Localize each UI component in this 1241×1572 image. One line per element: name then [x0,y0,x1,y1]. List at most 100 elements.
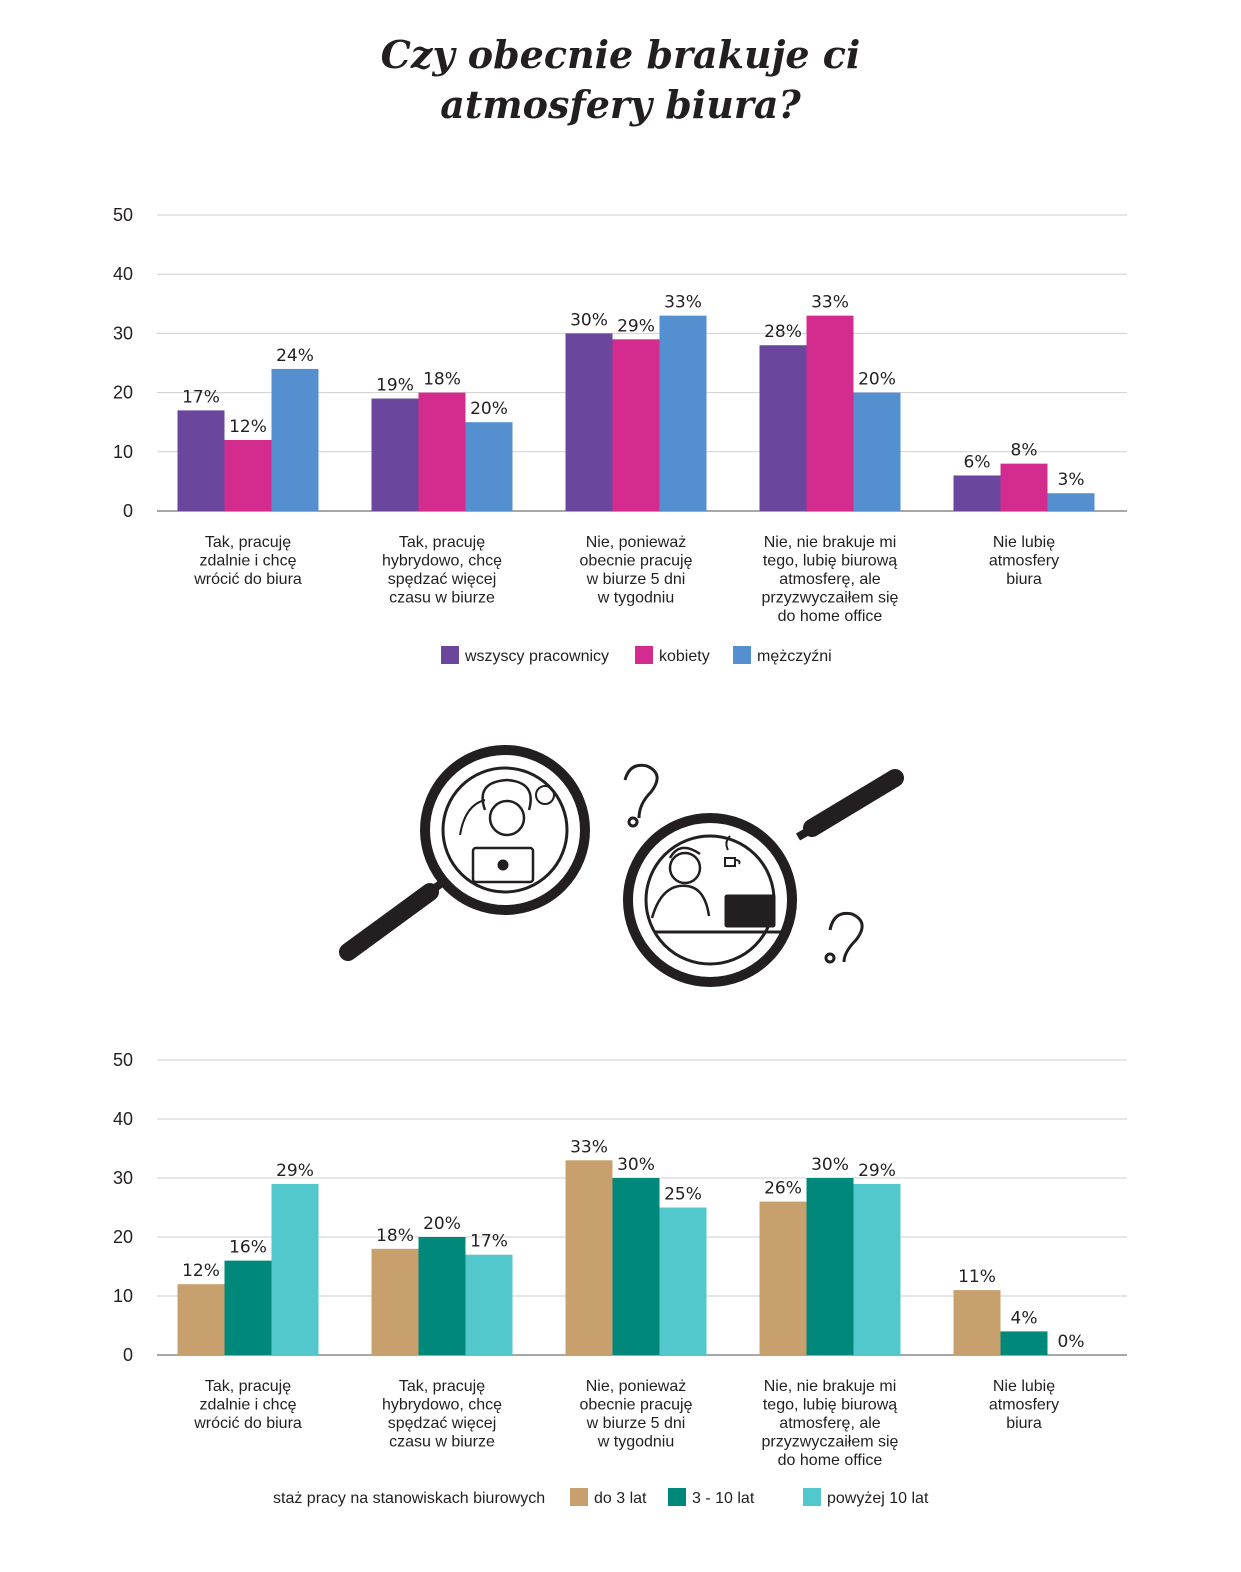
data-label: 0% [1058,1332,1085,1352]
legend-swatch [803,1488,821,1506]
y-tick-label: 50 [113,1050,133,1070]
category-label: w biurze 5 dni [586,571,686,588]
data-label: 33% [664,293,702,313]
category-label: do home office [778,608,883,625]
bar [1000,463,1048,511]
data-label: 6% [964,452,991,472]
category-label: hybrydowo, chcę [382,553,502,570]
bar [565,1160,613,1355]
category-label: Tak, pracuję [205,534,291,551]
category-label: atmosfery [989,1397,1059,1414]
bar [659,1207,707,1355]
data-label: 3% [1058,470,1085,490]
category-label: biura [1006,571,1042,588]
category-label: zdalnie i chcę [200,553,297,570]
category-label: czasu w biurze [389,1434,495,1451]
bar [271,368,319,511]
data-label: 26% [764,1179,802,1199]
data-label: 18% [423,370,461,390]
question-mark-icon [824,911,864,964]
data-label: 20% [858,370,896,390]
bar [418,392,466,511]
bar [853,392,901,511]
y-tick-label: 40 [113,1109,133,1129]
category-label: Nie lubię [993,1378,1055,1395]
data-label: 33% [570,1137,608,1157]
magnifying-glass-right-icon [623,769,904,987]
category-label: Nie, ponieważ [586,1378,687,1395]
y-tick-label: 30 [113,1168,133,1188]
bar [1047,493,1095,511]
bar [565,333,613,511]
legend-label: do 3 lat [594,1490,647,1507]
data-label: 4% [1011,1308,1038,1328]
category-label: hybrydowo, chcę [382,1397,502,1414]
data-label: 12% [229,417,267,437]
y-tick-label: 20 [113,383,133,403]
data-label: 29% [617,316,655,336]
bar [224,1260,272,1355]
data-label: 17% [470,1232,508,1252]
bar [759,1201,807,1355]
bar [853,1183,901,1355]
data-label: 17% [182,387,220,407]
category-label: obecnie pracuję [580,1397,693,1414]
bar [177,410,225,511]
bar [806,1178,854,1355]
category-label: tego, lubię biurową [763,1397,897,1414]
bar [271,1183,319,1355]
question-mark-icon [623,763,659,828]
data-label: 28% [764,322,802,342]
chart-gender: 0 10 20 30 40 50 17% 12% 24% Tak, pracuję zdalnie … [113,205,1127,665]
bar [465,1254,513,1355]
category-label: w tygodniu [597,590,675,607]
bar [953,475,1001,511]
category-label: w tygodniu [597,1434,675,1451]
data-label: 12% [182,1261,220,1281]
data-label: 24% [276,346,314,366]
category-label: do home office [778,1452,883,1469]
title-line-1: Czy obecnie brakuje ci [380,32,861,77]
magnifying-glass-left-icon [339,745,590,961]
data-label: 30% [617,1155,655,1175]
legend-label: 3 - 10 lat [692,1490,755,1507]
bar [1000,1331,1048,1355]
bar [953,1290,1001,1355]
legend-swatch [635,646,653,664]
data-label: 20% [423,1214,461,1234]
y-tick-label: 10 [113,1286,133,1306]
data-label: 16% [229,1238,267,1258]
bar [612,339,660,511]
data-label: 29% [276,1161,314,1181]
category-label: Nie, nie brakuje mi [764,1378,897,1395]
title-line-2: atmosfery biura? [440,82,801,127]
bar [612,1178,660,1355]
legend-swatch [733,646,751,664]
category-label: w biurze 5 dni [586,1415,686,1432]
chart-seniority: 0 10 20 30 40 50 12% 16% 29% Tak, pracuję zdalnie … [113,1050,1127,1507]
legend-label: wszyscy pracownicy [464,648,609,665]
category-label: biura [1006,1415,1042,1432]
bar [371,398,419,511]
category-label: wrócić do biura [193,571,302,588]
category-label: atmosfery [989,553,1059,570]
category-label: Tak, pracuję [399,1378,485,1395]
y-tick-label: 0 [123,1345,133,1365]
legend-swatch [441,646,459,664]
data-label: 8% [1011,441,1038,461]
bar [177,1284,225,1355]
category-label: spędzać więcej [388,571,497,588]
data-label: 33% [811,293,849,313]
legend-label: powyżej 10 lat [827,1490,929,1507]
page-title: Czy obecnie brakuje ci atmosfery biura? [0,30,1241,130]
category-label: czasu w biurze [389,590,495,607]
bar [465,422,513,511]
data-label: 30% [811,1155,849,1175]
category-label: tego, lubię biurową [763,553,897,570]
y-tick-label: 50 [113,205,133,225]
category-label: spędzać więcej [388,1415,497,1432]
legend-label: mężczyźni [757,648,832,665]
bar [806,315,854,511]
data-label: 19% [376,376,414,396]
category-label: Tak, pracuję [399,534,485,551]
